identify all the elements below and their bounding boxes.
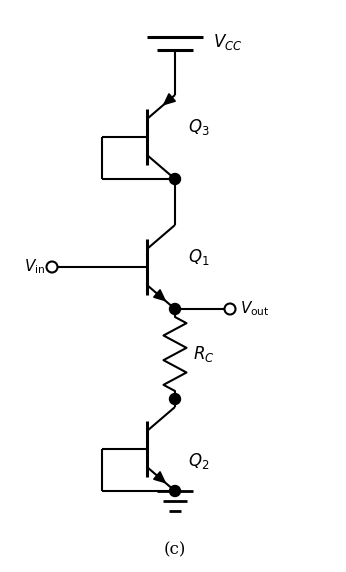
Text: $V_{CC}$: $V_{CC}$ xyxy=(213,32,243,52)
Text: (c): (c) xyxy=(164,542,186,558)
Polygon shape xyxy=(154,289,165,301)
Polygon shape xyxy=(154,472,165,483)
Circle shape xyxy=(170,304,181,315)
Text: $V_{\mathrm{in}}$: $V_{\mathrm{in}}$ xyxy=(24,257,45,276)
Text: $Q_3$: $Q_3$ xyxy=(188,117,210,137)
Text: $Q_1$: $Q_1$ xyxy=(188,247,209,267)
Circle shape xyxy=(170,394,181,404)
Circle shape xyxy=(170,173,181,185)
Text: $R_C$: $R_C$ xyxy=(193,344,215,364)
Text: $Q_2$: $Q_2$ xyxy=(188,451,209,471)
Text: $V_{\mathrm{out}}$: $V_{\mathrm{out}}$ xyxy=(240,300,270,319)
Circle shape xyxy=(170,486,181,496)
Polygon shape xyxy=(164,94,175,105)
